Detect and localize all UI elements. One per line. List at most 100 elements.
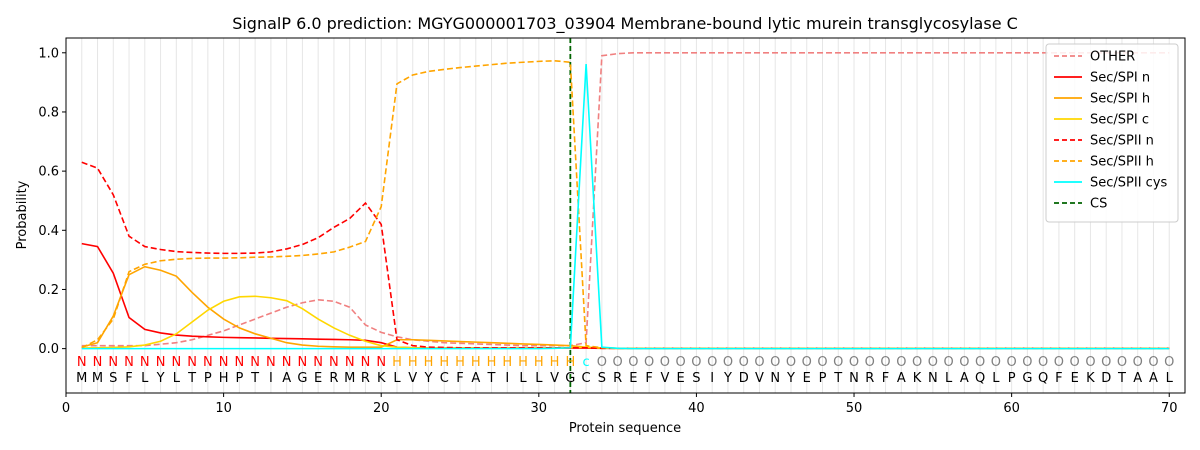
residue-letter: Y — [723, 371, 732, 386]
residue-letter: E — [677, 371, 685, 386]
residue-letter: V — [660, 371, 669, 386]
residue-letter: P — [819, 371, 827, 386]
region-label: O — [833, 355, 843, 370]
x-tick-label: 0 — [62, 401, 70, 416]
residue-letter: F — [125, 371, 132, 386]
y-tick-label: 0.8 — [38, 105, 59, 120]
x-axis-title: Protein sequence — [569, 421, 681, 436]
residue-letter: L — [519, 371, 527, 386]
residue-letter: A — [1133, 371, 1142, 386]
x-tick-label: 20 — [373, 401, 390, 416]
residue-letter: A — [960, 371, 969, 386]
residue-letter: T — [833, 371, 842, 386]
residue-letter: K — [377, 371, 386, 386]
region-label: H — [439, 355, 449, 370]
region-label: N — [108, 355, 118, 370]
residue-letter: Q — [975, 371, 985, 386]
region-label: O — [628, 355, 638, 370]
region-label: N — [124, 355, 134, 370]
region-label: O — [770, 355, 780, 370]
region-label: O — [896, 355, 906, 370]
residue-letter: G — [297, 371, 307, 386]
region-label: H — [518, 355, 528, 370]
residue-letter: A — [897, 371, 906, 386]
residue-letter: I — [269, 371, 273, 386]
residue-letter: I — [710, 371, 714, 386]
residue-letter: L — [1166, 371, 1174, 386]
region-label: O — [1164, 355, 1174, 370]
series-line-other — [81, 51, 1170, 347]
plot-grid — [81, 38, 1170, 393]
x-tick-label: 40 — [688, 401, 705, 416]
residue-letter: M — [92, 371, 103, 386]
residue-letter: M — [344, 371, 355, 386]
legend-label: CS — [1090, 197, 1107, 212]
region-label: N — [187, 355, 197, 370]
region-label: O — [723, 355, 733, 370]
region-label: O — [1085, 355, 1095, 370]
region-label: N — [298, 355, 308, 370]
residue-letter: M — [76, 371, 87, 386]
x-tick-label: 60 — [1003, 401, 1020, 416]
region-label: O — [943, 355, 953, 370]
residue-letter: R — [613, 371, 622, 386]
residue-letter: R — [865, 371, 874, 386]
x-axis: 0 10 20 30 40 50 60 70 — [62, 393, 1178, 416]
series-layer — [81, 51, 1170, 350]
region-label: O — [817, 355, 827, 370]
legend-label: Sec/SPI c — [1090, 113, 1149, 128]
region-label: H — [424, 355, 434, 370]
residue-letter: L — [992, 371, 1000, 386]
plot-frame — [65, 37, 1186, 394]
sequence-annotation: NMNMNSNFNLNYNLNTNPNHNPNTNINANGNENRNMNRNK… — [76, 355, 1174, 386]
region-label: O — [597, 355, 607, 370]
residue-letter: Y — [156, 371, 165, 386]
residue-letter: N — [928, 371, 938, 386]
x-tick-label: 70 — [1161, 401, 1178, 416]
region-label: O — [613, 355, 623, 370]
residue-letter: L — [945, 371, 953, 386]
residue-letter: P — [235, 371, 243, 386]
residue-letter: F — [456, 371, 463, 386]
region-label: H — [455, 355, 465, 370]
residue-letter: R — [361, 371, 370, 386]
residue-letter: I — [505, 371, 509, 386]
x-tick-label: 50 — [846, 401, 863, 416]
region-label: O — [691, 355, 701, 370]
y-tick-label: 0.4 — [38, 224, 59, 239]
y-axis-title: Probability — [15, 180, 30, 249]
residue-letter: L — [535, 371, 543, 386]
chart-title: SignalP 6.0 prediction: MGYG000001703_03… — [232, 14, 1018, 34]
residue-letter: A — [282, 371, 291, 386]
region-label: O — [644, 355, 654, 370]
region-label: O — [739, 355, 749, 370]
region-label: H — [487, 355, 497, 370]
region-label: N — [313, 355, 323, 370]
legend-box — [1045, 43, 1179, 223]
residue-letter: E — [803, 371, 811, 386]
series-line-sec-spii-cys — [81, 63, 1170, 350]
legend: OTHER Sec/SPI n Sec/SPI h Sec/SPI c Sec/SPII… — [1045, 43, 1179, 223]
region-label: O — [1038, 355, 1048, 370]
region-label: N — [345, 355, 355, 370]
region-label: H — [502, 355, 512, 370]
residue-letter: A — [471, 371, 480, 386]
region-label: O — [802, 355, 812, 370]
y-tick-label: 0.6 — [38, 165, 59, 180]
region-label: O — [959, 355, 969, 370]
y-tick-label: 0.0 — [38, 342, 59, 357]
legend-label: Sec/SPI h — [1090, 92, 1150, 107]
region-label: N — [234, 355, 244, 370]
region-label: H — [550, 355, 560, 370]
residue-letter: G — [565, 371, 575, 386]
region-label: H — [534, 355, 544, 370]
residue-letter: F — [882, 371, 889, 386]
region-label: O — [928, 355, 938, 370]
residue-letter: T — [1117, 371, 1126, 386]
region-label: H — [471, 355, 481, 370]
residue-letter: E — [1071, 371, 1079, 386]
region-label: O — [786, 355, 796, 370]
residue-letter: A — [1149, 371, 1158, 386]
